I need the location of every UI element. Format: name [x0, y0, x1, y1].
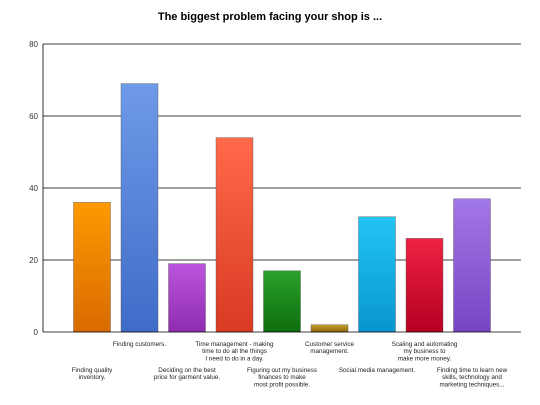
x-tick-label: Figuring out my business finances to make…: [247, 367, 317, 388]
bar: [168, 263, 206, 333]
x-tick-label: Social media management.: [339, 367, 416, 374]
bar: [263, 270, 301, 333]
x-tick-label: Time management - making time to do all t…: [195, 341, 274, 362]
bar: [73, 202, 111, 333]
x-tick-label: Finding customers.: [113, 341, 166, 348]
y-tick-label: 20: [29, 256, 38, 265]
chart-title: The biggest problem facing your shop is …: [157, 11, 383, 23]
bar: [120, 83, 159, 333]
x-tick-label: Customer service management.: [305, 341, 354, 355]
bars: [73, 83, 491, 333]
labels: 0 20 40 60 80 Finding quality inventory. Findin…: [29, 40, 508, 388]
bar: [453, 198, 491, 333]
y-tick-label: 60: [29, 112, 38, 121]
bar: [215, 137, 254, 333]
bar: [310, 324, 349, 333]
y-tick-label: 40: [29, 184, 38, 193]
bar: [358, 216, 396, 333]
gridlines: [43, 43, 521, 261]
x-tick-label: Finding time to learn new skills, technol…: [437, 367, 508, 388]
y-tick-label: 0: [34, 328, 39, 337]
bar: [405, 238, 444, 333]
x-tick-label: Finding quality inventory.: [72, 367, 113, 381]
y-tick-label: 80: [29, 40, 38, 49]
x-tick-label: Deciding on the best price for garment va…: [154, 367, 220, 381]
x-tick-label: Scaling and automating my business to make…: [392, 341, 458, 362]
axes: [42, 44, 521, 333]
